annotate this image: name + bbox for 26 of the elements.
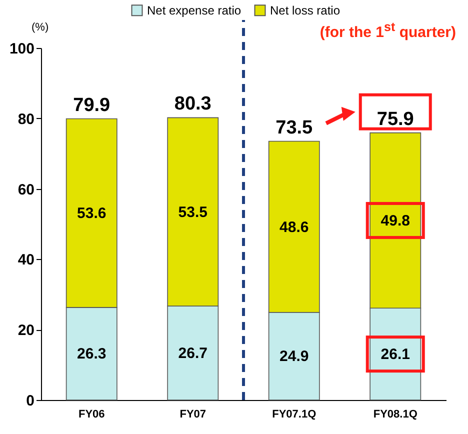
legend-label: Net expense ratio (147, 3, 242, 18)
data-label: 49.8 (380, 212, 410, 230)
x-tick-label: FY07 (180, 408, 206, 420)
data-label: 53.6 (77, 205, 106, 222)
y-tick-label: 0 (26, 392, 34, 410)
data-label: 24.9 (280, 348, 309, 366)
y-tick-label: 40 (18, 252, 34, 269)
data-label: 53.5 (178, 204, 208, 221)
data-label: 26.3 (77, 346, 106, 363)
x-tick-label: FY08.1Q (373, 408, 418, 420)
text: (for the 1$^{st}$ quarter) (320, 20, 456, 41)
y-tick-label: 100 (9, 40, 34, 58)
data-label: 26.7 (178, 345, 208, 362)
y-tick-label: 80 (18, 110, 34, 128)
total-label: 75.9 (376, 108, 414, 130)
data-label: 48.6 (280, 218, 309, 236)
data-label: 26.1 (380, 346, 410, 364)
x-tick-label: FY07.1Q (272, 408, 317, 420)
x-tick-label: FY06 (78, 408, 105, 420)
total-label: 79.9 (73, 94, 110, 116)
y-tick-label: 60 (18, 181, 34, 198)
y-axis-title: (%) (32, 22, 49, 34)
total-label: 73.5 (276, 117, 314, 138)
y-tick-label: 20 (18, 322, 34, 340)
legend-label: Net loss ratio (270, 3, 340, 18)
total-label: 80.3 (174, 94, 212, 115)
